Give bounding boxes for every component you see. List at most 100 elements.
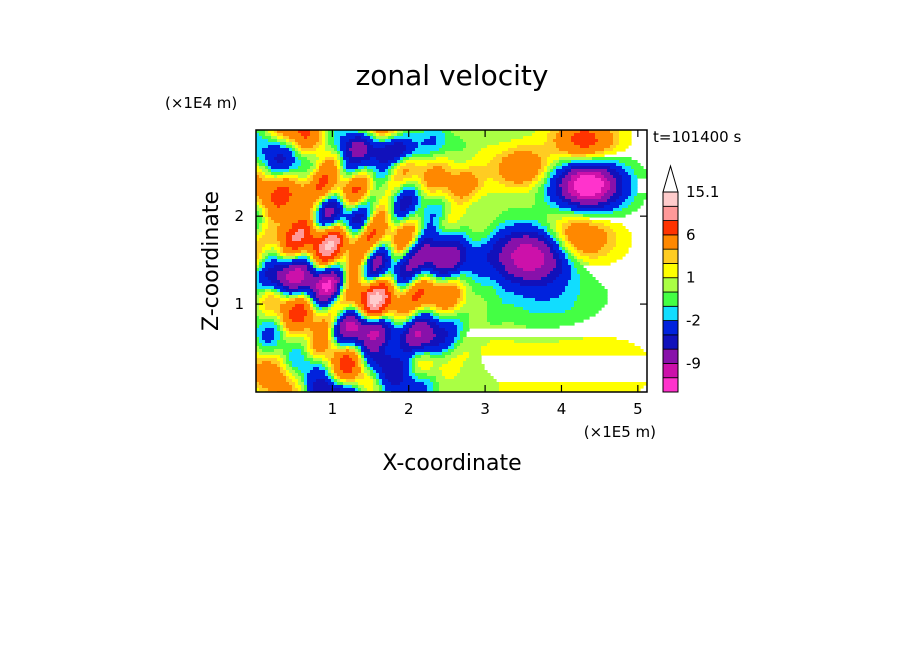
field-cell [454, 340, 458, 344]
field-cell [400, 166, 434, 170]
field-cell [271, 136, 278, 140]
field-cell [343, 313, 347, 317]
field-cell [256, 190, 275, 194]
field-cell [346, 196, 362, 200]
field-cell [340, 364, 356, 368]
field-cell [256, 307, 260, 311]
field-cell [319, 130, 323, 134]
field-cell [316, 250, 320, 254]
field-cell [334, 364, 341, 368]
field-cell [316, 379, 326, 383]
field-cell [349, 148, 368, 152]
field-cell [301, 145, 314, 149]
field-cell [424, 184, 428, 188]
field-cell [307, 385, 314, 389]
field-cell [448, 331, 458, 335]
field-cell [556, 265, 563, 269]
field-cell [262, 301, 287, 305]
field-cell [358, 274, 362, 278]
field-cell [325, 265, 329, 269]
field-cell [436, 214, 443, 218]
field-cell [418, 277, 422, 281]
field-cell [415, 214, 419, 218]
field-cell [322, 214, 326, 218]
field-cell [301, 379, 305, 383]
field-cell [391, 199, 395, 203]
field-cell [460, 277, 473, 281]
field-cell [334, 217, 341, 221]
field-cell [265, 214, 269, 218]
field-cell [490, 160, 503, 164]
field-cell [631, 190, 638, 194]
field-cell [397, 193, 401, 197]
field-cell [430, 214, 437, 218]
field-cell [466, 142, 500, 146]
field-cell [580, 193, 596, 197]
field-cell [259, 223, 263, 227]
field-cell [385, 181, 389, 185]
field-cell [373, 130, 377, 134]
field-cell [499, 181, 515, 185]
field-cell [460, 343, 488, 347]
field-cell [346, 295, 362, 299]
field-cell [394, 196, 398, 200]
field-cell [352, 229, 359, 233]
field-cell [502, 298, 536, 302]
field-cell [460, 289, 464, 293]
field-cell [298, 256, 308, 260]
field-cell [328, 136, 335, 140]
field-cell [562, 247, 566, 251]
field-cell [325, 370, 329, 374]
field-cell [394, 235, 413, 239]
field-cell [277, 271, 290, 275]
field-cell [313, 340, 329, 344]
field-cell [490, 232, 497, 236]
field-cell [559, 253, 566, 257]
field-cell [394, 253, 404, 257]
field-cell [532, 133, 548, 137]
field-cell [496, 289, 506, 293]
field-cell [304, 382, 308, 386]
field-cell [313, 247, 320, 251]
field-cell [592, 220, 611, 224]
field-cell [412, 199, 419, 203]
field-cell [373, 289, 386, 293]
field-cell [502, 301, 575, 305]
field-cell [382, 382, 392, 386]
field-cell [322, 241, 329, 245]
field-cell [457, 301, 461, 305]
field-cell [337, 337, 341, 341]
field-cell [274, 190, 290, 194]
field-cell [418, 187, 422, 191]
field-cell [316, 163, 320, 167]
field-cell [343, 268, 347, 272]
field-cell [280, 319, 284, 323]
field-cell [337, 163, 341, 167]
field-cell [580, 253, 608, 257]
field-cell [298, 382, 305, 386]
field-cell [364, 154, 401, 158]
field-cell [373, 265, 380, 269]
field-cell [328, 307, 332, 311]
field-cell [385, 175, 389, 179]
field-cell [313, 253, 317, 257]
field-cell [256, 262, 260, 266]
field-cell [262, 295, 269, 299]
field-cell [370, 250, 374, 254]
field-cell [562, 223, 572, 227]
field-cell [439, 226, 446, 230]
field-cell [556, 226, 563, 230]
field-cell [433, 223, 440, 227]
field-cell [451, 352, 464, 356]
field-cell [376, 136, 389, 140]
x-unit-label: (×1E5 m) [584, 423, 656, 441]
field-cell [370, 280, 374, 284]
field-cell [322, 223, 326, 227]
field-cell [343, 295, 347, 299]
field-cell [346, 205, 356, 209]
field-cell [262, 322, 275, 326]
field-cell [331, 346, 338, 350]
field-cell [283, 172, 311, 176]
field-cell [415, 319, 431, 323]
field-cell [313, 331, 329, 335]
